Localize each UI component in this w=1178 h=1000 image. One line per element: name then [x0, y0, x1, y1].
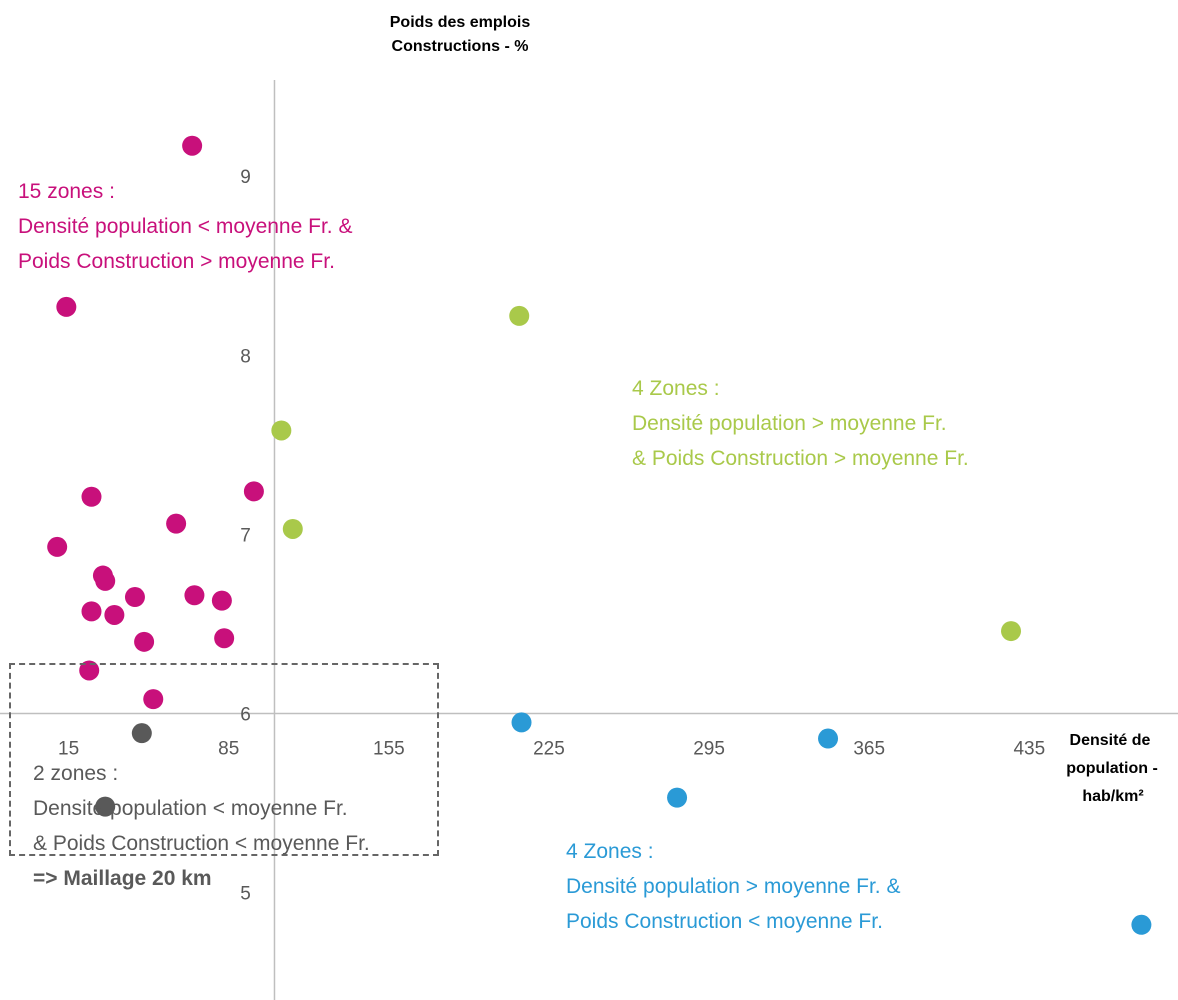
- data-point: [271, 420, 292, 441]
- data-point: [243, 481, 264, 502]
- annotation-grey: 2 zones : Densité population < moyenne F…: [33, 756, 370, 896]
- data-point: [818, 728, 839, 749]
- data-point: [667, 787, 688, 808]
- x-tick-label: 85: [218, 738, 239, 759]
- data-point: [95, 796, 116, 817]
- annotation-grey-line-2: Densité population < moyenne Fr.: [33, 797, 348, 820]
- annotation-grey-dashed-box: [9, 663, 439, 856]
- data-point: [81, 486, 102, 507]
- data-point: [56, 296, 77, 317]
- y-tick-label: 7: [240, 525, 251, 546]
- annotation-green-line-1: 4 Zones :: [632, 377, 720, 400]
- annotation-magenta-line-1: 15 zones :: [18, 180, 115, 203]
- x-tick-label: 295: [693, 738, 725, 759]
- data-point: [184, 585, 205, 606]
- data-point: [143, 689, 164, 710]
- annotation-green: 4 Zones : Densité population > moyenne F…: [632, 371, 969, 476]
- data-point: [104, 604, 125, 625]
- axes: [0, 80, 1178, 1000]
- data-point: [79, 660, 100, 681]
- data-point: [131, 723, 152, 744]
- annotation-blue: 4 Zones : Densité population > moyenne F…: [566, 834, 900, 939]
- annotation-blue-line-1: 4 Zones :: [566, 840, 654, 863]
- annotation-grey-line-1: 2 zones :: [33, 762, 119, 785]
- x-tick-labels: 15 85 155 225 295 365 435: [58, 738, 1045, 759]
- x-tick-label: 155: [373, 738, 405, 759]
- y-tick-label: 8: [240, 346, 251, 367]
- y-tick-label: 6: [240, 704, 251, 725]
- y-axis-title-line-1: Poids des emplois: [390, 14, 531, 31]
- data-point: [282, 518, 303, 539]
- annotation-grey-line-3: & Poids Construction < moyenne Fr.: [33, 832, 370, 855]
- x-axis-title-line-3: hab/km²: [1082, 788, 1143, 805]
- x-tick-label: 435: [1013, 738, 1045, 759]
- annotation-green-line-3: & Poids Construction > moyenne Fr.: [632, 447, 969, 470]
- annotation-magenta: 15 zones : Densité population < moyenne …: [18, 174, 352, 279]
- data-point: [134, 631, 155, 652]
- data-point: [166, 513, 187, 534]
- data-point: [124, 587, 145, 608]
- data-point: [214, 628, 235, 649]
- annotation-blue-line-3: Poids Construction < moyenne Fr.: [566, 910, 883, 933]
- annotation-magenta-line-2: Densité population < moyenne Fr. &: [18, 215, 353, 238]
- y-tick-label: 9: [240, 167, 251, 188]
- annotation-blue-line-2: Densité population > moyenne Fr. &: [566, 875, 901, 898]
- data-point: [509, 305, 530, 326]
- data-point: [81, 601, 102, 622]
- data-points: [47, 135, 1152, 935]
- annotation-grey-bold-line: => Maillage 20 km: [33, 867, 212, 890]
- data-point: [95, 570, 116, 591]
- x-tick-label: 225: [533, 738, 565, 759]
- data-point: [47, 536, 68, 557]
- data-point: [211, 590, 232, 611]
- x-axis-title-line-2: population -: [1066, 760, 1158, 777]
- data-point: [182, 135, 203, 156]
- y-axis-title-line-2: Constructions - %: [392, 38, 529, 55]
- y-tick-label: 5: [240, 884, 251, 905]
- x-tick-label: 365: [853, 738, 885, 759]
- data-point: [1001, 621, 1022, 642]
- data-point: [511, 712, 532, 733]
- y-tick-labels: 5 6 7 8 9: [240, 167, 251, 904]
- x-axis-title-line-1: Densité de: [1070, 732, 1151, 749]
- x-tick-label: 15: [58, 738, 79, 759]
- annotation-magenta-line-3: Poids Construction > moyenne Fr.: [18, 250, 335, 273]
- data-point: [1131, 914, 1152, 935]
- annotation-green-line-2: Densité population > moyenne Fr.: [632, 412, 947, 435]
